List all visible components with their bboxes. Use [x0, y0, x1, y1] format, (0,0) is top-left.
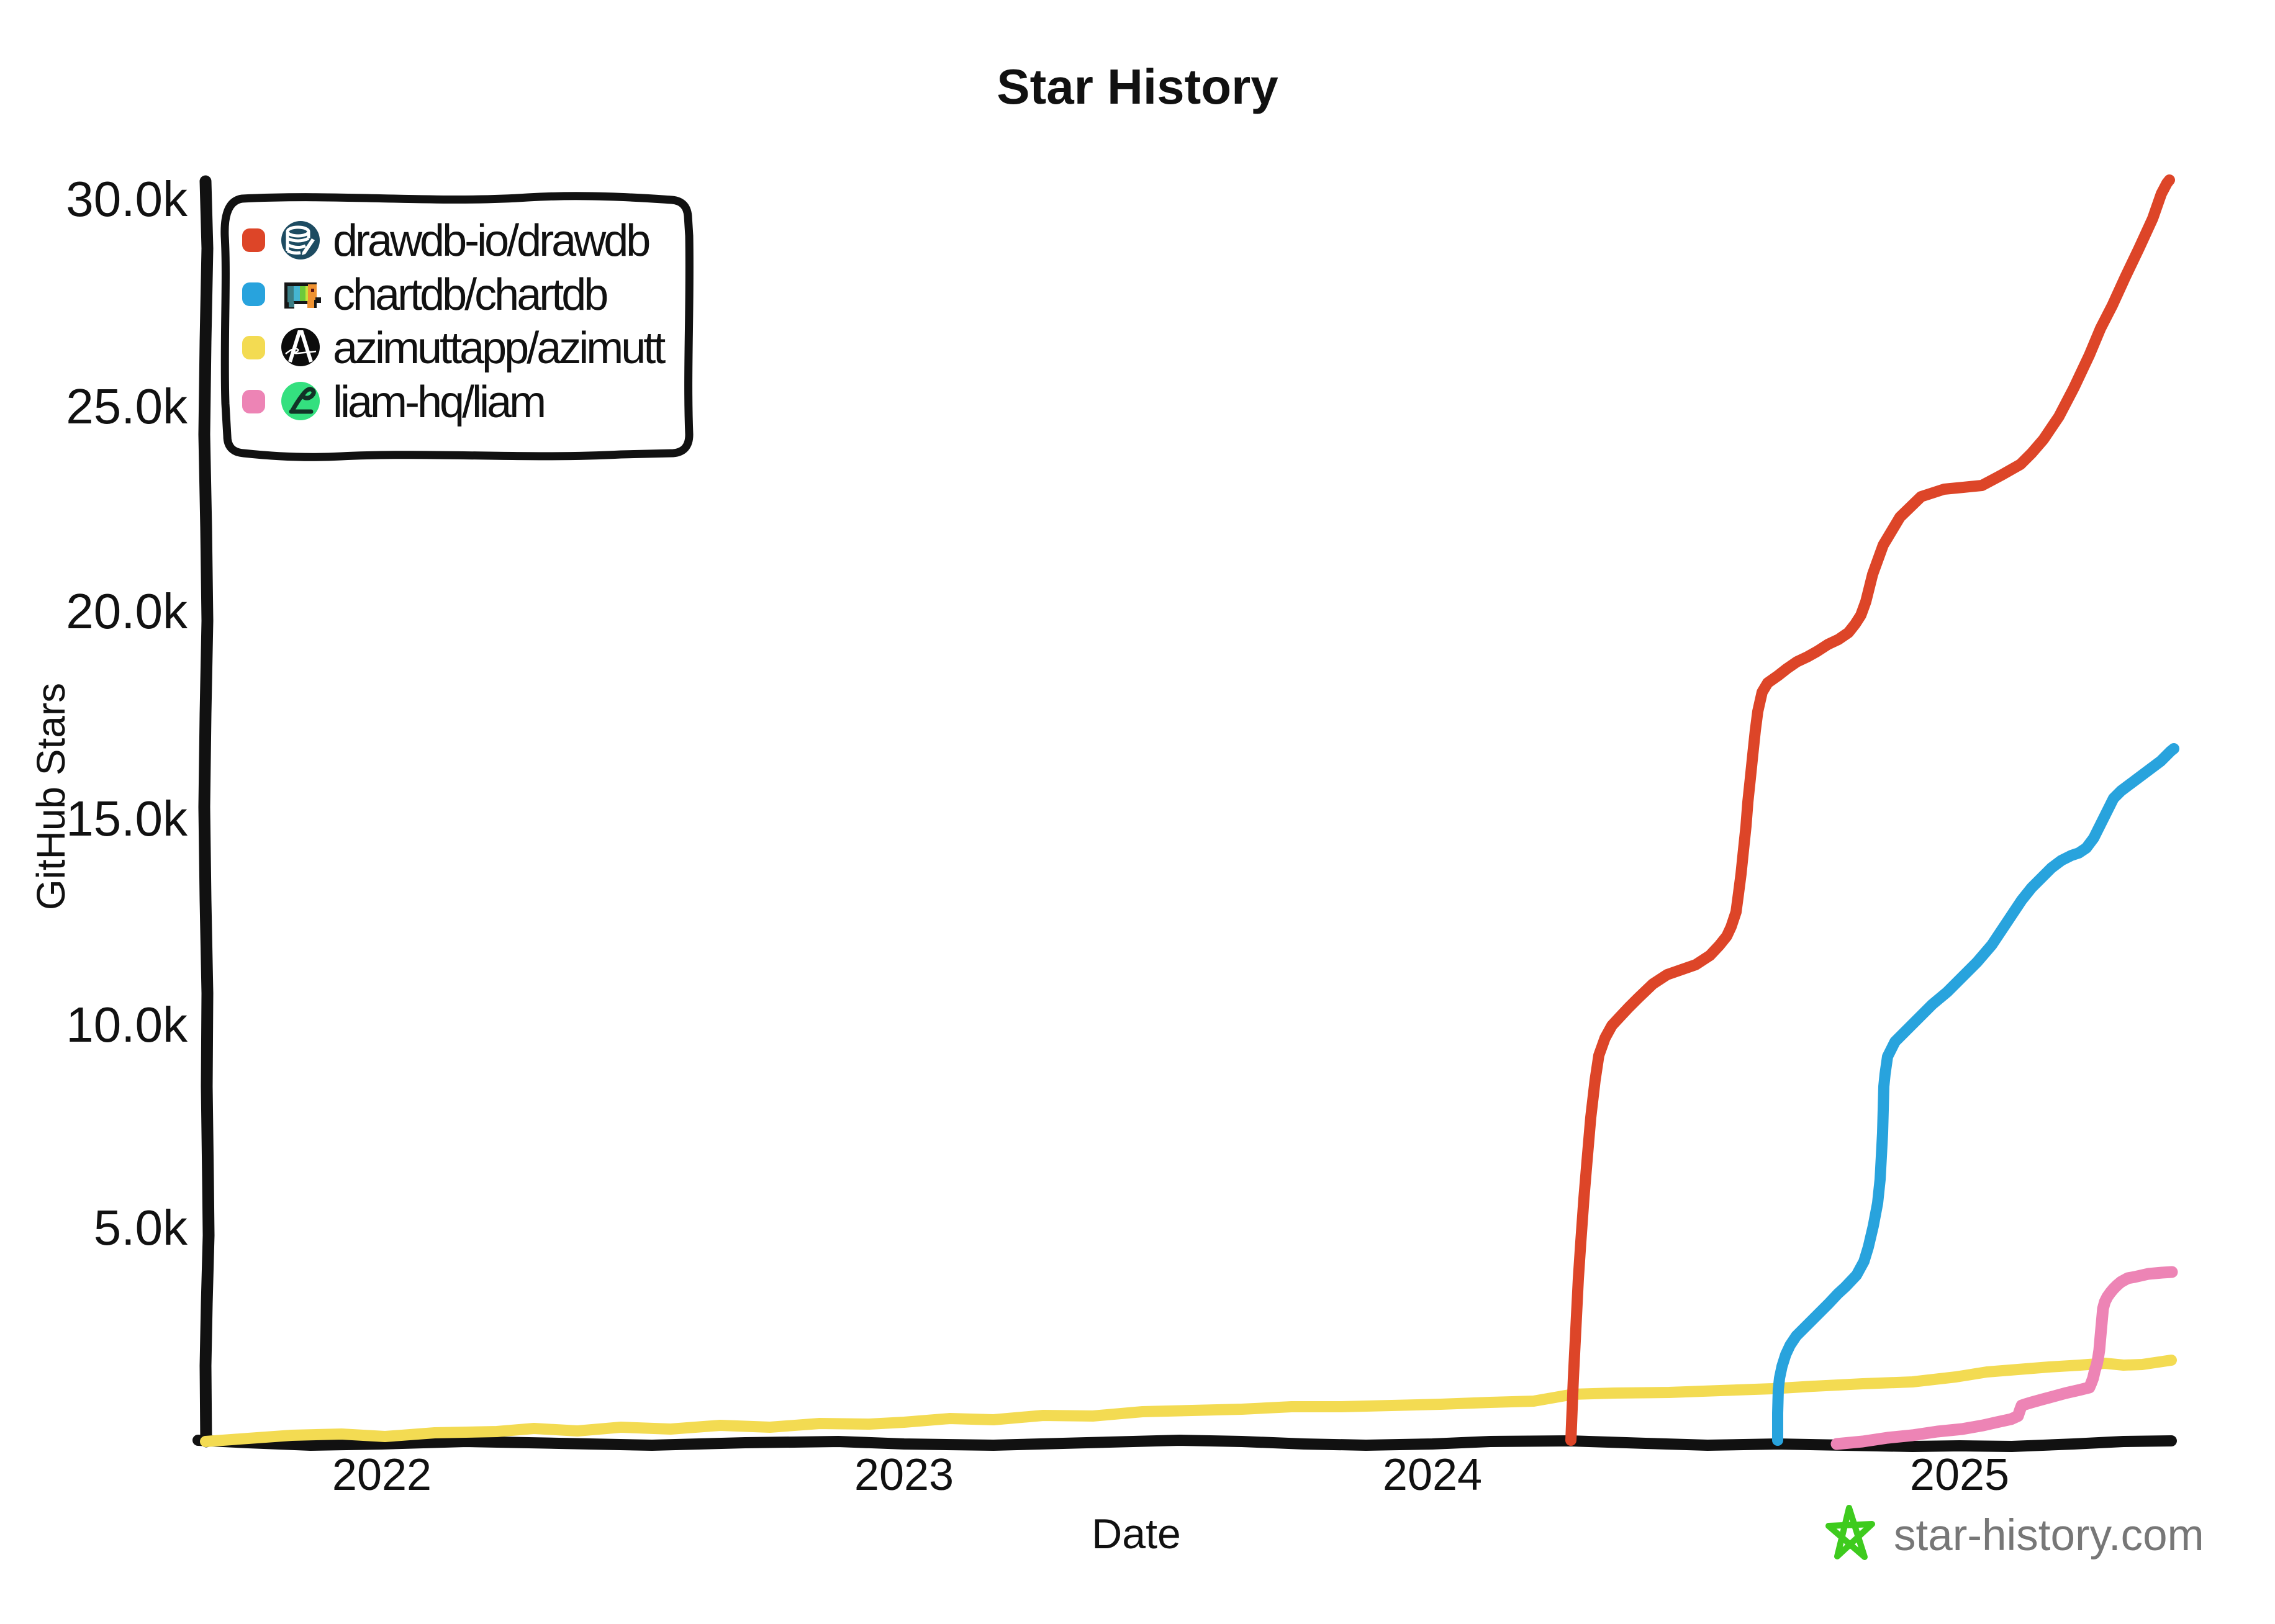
- svg-text:star-history.com: star-history.com: [1894, 1511, 2204, 1560]
- svg-text:drawdb-io/drawdb: drawdb-io/drawdb: [333, 216, 649, 266]
- svg-text:2023: 2023: [854, 1450, 954, 1500]
- svg-text:20.0k: 20.0k: [66, 584, 188, 639]
- svg-text:10.0k: 10.0k: [66, 997, 188, 1052]
- svg-text:2022: 2022: [332, 1450, 432, 1500]
- svg-text:Star History: Star History: [997, 59, 1278, 114]
- svg-text:liam-hq/liam: liam-hq/liam: [333, 377, 544, 427]
- svg-text:2024: 2024: [1383, 1450, 1482, 1500]
- svg-text:chartdb/chartdb: chartdb/chartdb: [333, 270, 607, 320]
- svg-text:GitHub Stars: GitHub Stars: [29, 683, 73, 910]
- svg-text:Date: Date: [1092, 1510, 1181, 1558]
- svg-text:25.0k: 25.0k: [66, 379, 188, 434]
- svg-text:5.0k: 5.0k: [94, 1200, 188, 1255]
- svg-text:30.0k: 30.0k: [66, 171, 188, 227]
- svg-text:15.0k: 15.0k: [66, 791, 188, 846]
- svg-text:azimuttapp/azimutt: azimuttapp/azimutt: [333, 323, 666, 373]
- svg-text:2025: 2025: [1910, 1450, 2009, 1500]
